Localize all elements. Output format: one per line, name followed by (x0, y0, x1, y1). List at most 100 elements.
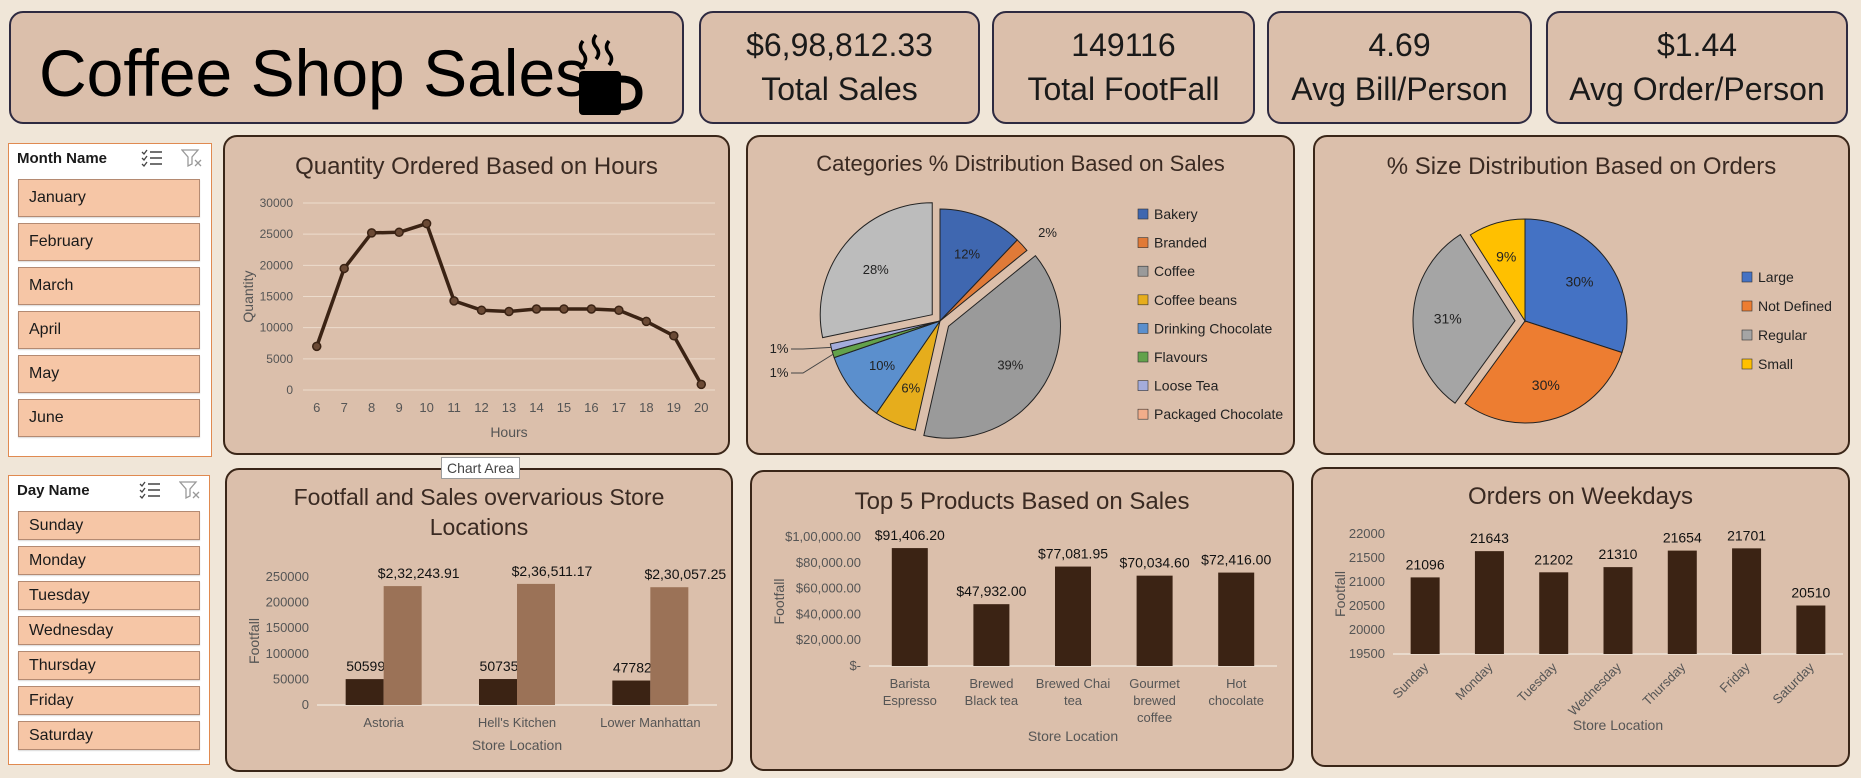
pie-slice (1464, 320, 1623, 424)
categories-pie-chart[interactable]: Categories % Distribution Based on Sales… (746, 135, 1295, 455)
legend-label: Drinking Chocolate (1154, 320, 1272, 336)
x-tick-label: Brewed (969, 676, 1013, 691)
y-tick-label: 22000 (1349, 526, 1385, 541)
pie-slice (939, 208, 1018, 323)
data-point (421, 218, 432, 229)
x-tick-label: Hell's Kitchen (478, 715, 556, 730)
multi-select-icon[interactable] (141, 148, 163, 168)
slicer-item-tuesday[interactable]: Tuesday (18, 581, 200, 610)
y-tick-label: 0 (286, 383, 293, 397)
legend-swatch (1137, 380, 1149, 391)
bar (1539, 572, 1569, 654)
slicer-item-may[interactable]: May (18, 355, 200, 393)
slicer-item-wednesday[interactable]: Wednesday (18, 616, 200, 645)
bar (1667, 550, 1697, 654)
weekdays-bar-chart[interactable]: Orders on Weekdays 19500 20000 20500 21000 2… (1311, 467, 1850, 767)
x-tick-label: Saturday (1770, 659, 1818, 707)
bar (1732, 548, 1762, 654)
kpi-value: 149116 (1071, 27, 1176, 63)
products-bar-plot: $- $20,000.00 $40,000.00 $60,000.00 $80,000.… (771, 527, 1277, 744)
y-tick-label: 19500 (1349, 646, 1385, 661)
x-tick-label: 14 (529, 400, 543, 415)
top-products-bar-chart[interactable]: Top 5 Products Based on Sales $- $20,000.… (750, 470, 1294, 771)
kpi-total-footfall: 149116 Total FootFall (992, 11, 1255, 124)
legend-swatch (1137, 265, 1149, 277)
y-tick-label: 250000 (266, 569, 309, 584)
clear-filter-icon[interactable] (180, 148, 203, 168)
store-location-bar-chart[interactable]: Footfall and Sales overvarious Store Loc… (225, 468, 733, 772)
data-point (504, 306, 514, 317)
size-pie-chart[interactable]: % Size Distribution Based on Orders 30% 3… (1313, 135, 1850, 455)
data-label: 47782 (613, 660, 652, 676)
data-label: 20510 (1791, 585, 1830, 601)
y-tick-label: 10000 (260, 321, 294, 335)
slicer-item-march[interactable]: March (18, 267, 200, 305)
y-tick-label: 50000 (273, 671, 309, 686)
slicer-item-thursday[interactable]: Thursday (18, 651, 200, 680)
slicer-item-april[interactable]: April (18, 311, 200, 349)
slicer-item-monday[interactable]: Monday (18, 546, 200, 575)
slicer-item-saturday[interactable]: Saturday (18, 721, 200, 750)
leader-line (791, 353, 834, 374)
legend-label: Not Defined (1758, 298, 1832, 314)
chart-area-tooltip: Chart Area (441, 457, 520, 479)
bar (973, 604, 1010, 666)
y-axis-label: Footfall (246, 618, 262, 664)
kpi-total-sales: $6,98,812.33 Total Sales (699, 11, 980, 124)
chart-title: % Size Distribution Based on Orders (1386, 153, 1777, 180)
y-axis-label: Footfall (1332, 571, 1348, 617)
bar (479, 679, 517, 705)
slice-label: 1% (770, 341, 789, 356)
x-axis-label: Store Location (472, 737, 562, 753)
x-tick-label: Tuesday (1514, 659, 1560, 705)
hours-line-chart[interactable]: Quantity Ordered Based on Hours 0 5000 100… (223, 135, 730, 455)
y-tick-label: 200000 (266, 595, 309, 610)
x-tick-label: Barista (890, 676, 931, 691)
data-label: 21643 (1470, 530, 1509, 546)
pie-slice (829, 320, 941, 352)
bar (650, 587, 689, 705)
data-point (476, 305, 487, 315)
legend-label: Branded (1154, 235, 1207, 251)
y-tick-label: 15000 (260, 290, 294, 304)
legend-label: Small (1758, 356, 1793, 372)
slicer-item-friday[interactable]: Friday (18, 686, 200, 715)
data-point (586, 304, 597, 314)
x-tick-label: 12 (474, 400, 488, 415)
slicer-item-sunday[interactable]: Sunday (18, 511, 200, 540)
line-chart-plot: 0 5000 10000 15000 20000 25000 30000 6 7 8 9 10 11 12… (240, 196, 715, 440)
x-tick-label: tea (1064, 693, 1083, 708)
y-tick-label: $60,000.00 (796, 581, 861, 596)
bar (612, 680, 651, 705)
chart-title: Categories % Distribution Based on Sales (816, 151, 1225, 176)
x-tick-label: 10 (419, 400, 433, 415)
x-tick-label: Black tea (965, 693, 1019, 708)
clear-filter-icon[interactable] (178, 480, 201, 500)
slicer-item-february[interactable]: February (18, 223, 200, 261)
x-tick-label: 19 (667, 400, 681, 415)
x-tick-label: brewed (1133, 693, 1176, 708)
slicer-item-january[interactable]: January (18, 179, 200, 217)
data-point (696, 379, 707, 390)
day-slicer[interactable]: Day Name Sunday Monday Tuesday Wednesday… (8, 475, 210, 765)
y-tick-label: $- (849, 658, 861, 673)
x-axis-label: Store Location (1573, 717, 1663, 733)
slice-label: 30% (1565, 273, 1593, 289)
data-point (311, 341, 322, 352)
slicer-item-june[interactable]: June (18, 399, 200, 437)
month-slicer[interactable]: Month Name January February March April … (8, 143, 212, 457)
x-tick-label: Thursday (1639, 659, 1688, 708)
slice-label: 9% (1496, 248, 1516, 264)
bar (1603, 567, 1633, 654)
size-pie-plot: 30% 30% 31% 9% Large Not Defined Regular Small (1412, 218, 1832, 424)
multi-select-icon[interactable] (139, 480, 161, 500)
slice-label: 10% (869, 358, 895, 373)
bar (1136, 575, 1173, 666)
pie-slice (1469, 218, 1526, 323)
kpi-label: Avg Order/Person (1569, 71, 1825, 107)
slice-label: 28% (863, 262, 889, 277)
bar (1055, 566, 1091, 666)
x-tick-label: Gourmet (1129, 676, 1180, 691)
y-tick-label: 25000 (260, 227, 294, 241)
legend-label: Regular (1758, 327, 1807, 343)
